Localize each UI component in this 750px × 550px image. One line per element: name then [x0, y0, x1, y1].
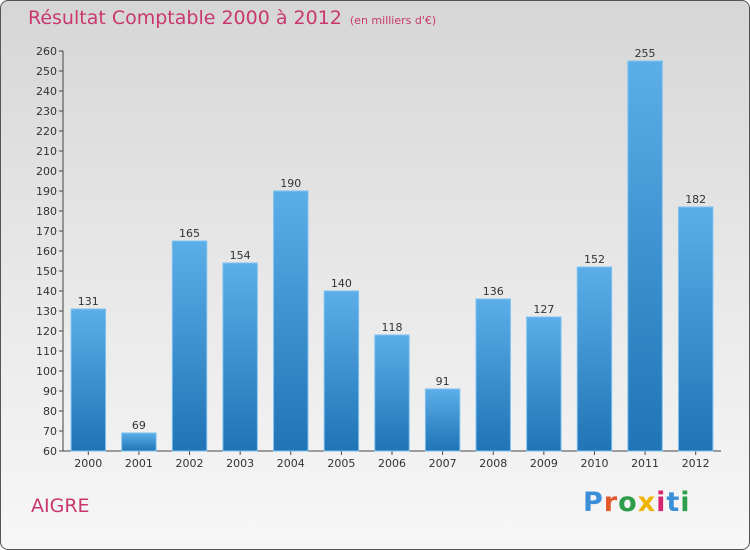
- y-tick-label: 190: [36, 185, 57, 198]
- chart-title-block: Résultat Comptable 2000 à 2012 (en millie…: [28, 7, 436, 29]
- x-tick-label-2010: 2010: [580, 457, 608, 470]
- y-tick-label: 120: [36, 325, 57, 338]
- chart-subtitle: (en milliers d'€): [349, 14, 437, 27]
- x-tick-label-2002: 2002: [176, 457, 204, 470]
- y-tick-label: 80: [43, 405, 57, 418]
- y-tick-label: 170: [36, 225, 57, 238]
- y-tick-label: 130: [36, 305, 57, 318]
- y-tick-label: 220: [36, 125, 57, 138]
- logo-letter: r: [603, 487, 619, 518]
- x-tick-label-2006: 2006: [378, 457, 406, 470]
- value-label-2012: 182: [685, 193, 706, 206]
- bar-2001: [121, 432, 157, 452]
- value-label-2004: 190: [280, 177, 301, 190]
- y-tick-label: 160: [36, 245, 57, 258]
- value-label-2009: 127: [533, 303, 554, 316]
- bar-2012: [677, 206, 714, 452]
- bar-2005: [323, 290, 360, 452]
- y-tick-label: 180: [36, 205, 57, 218]
- x-tick-label-2007: 2007: [429, 457, 457, 470]
- bar-2009: [526, 316, 562, 452]
- bar-2008: [475, 298, 511, 452]
- y-tick-label: 210: [36, 145, 57, 158]
- y-tick-label: 200: [36, 165, 57, 178]
- y-tick-label: 70: [43, 425, 57, 438]
- chart-title: Résultat Comptable 2000 à 2012: [28, 7, 342, 29]
- proxiti-logo: Proxiti: [583, 487, 691, 518]
- y-tick-label: 110: [36, 345, 57, 358]
- y-tick-label: 250: [36, 65, 57, 78]
- x-tick-label-2000: 2000: [74, 457, 102, 470]
- x-tick-label-2008: 2008: [479, 457, 507, 470]
- logo-letter: t: [666, 487, 681, 518]
- value-label-2011: 255: [635, 47, 656, 60]
- bar-2004: [273, 190, 309, 452]
- y-tick-label: 90: [43, 385, 57, 398]
- logo-letter: i: [656, 487, 667, 518]
- x-tick-label-2005: 2005: [327, 457, 355, 470]
- value-label-2001: 69: [132, 419, 146, 432]
- logo-letter: P: [583, 487, 604, 518]
- value-label-2000: 131: [78, 295, 99, 308]
- y-tick-label: 60: [43, 445, 57, 458]
- value-label-2003: 154: [230, 249, 251, 262]
- bar-2002: [171, 240, 208, 452]
- y-tick-label: 260: [36, 45, 57, 58]
- labels: 131 2000 69 2001 165 2002 154 2003 190 2004 140 200…: [74, 47, 709, 470]
- logo-letter: x: [637, 487, 657, 518]
- logo-letter: i: [680, 487, 691, 518]
- bar-2011: [627, 60, 663, 452]
- bar-2003: [222, 262, 258, 452]
- logo-letter: o: [618, 487, 638, 518]
- commune-name: AIGRE: [31, 495, 90, 517]
- x-tick-label-2011: 2011: [631, 457, 659, 470]
- x-tick-label-2001: 2001: [125, 457, 153, 470]
- value-label-2005: 140: [331, 277, 352, 290]
- value-label-2006: 118: [382, 321, 403, 334]
- bars: [70, 60, 714, 452]
- bar-2010: [576, 266, 613, 452]
- x-tick-label-2004: 2004: [277, 457, 305, 470]
- bar-2006: [374, 334, 410, 452]
- value-label-2010: 152: [584, 253, 605, 266]
- y-tick-label: 150: [36, 265, 57, 278]
- y-tick-label: 140: [36, 285, 57, 298]
- value-label-2007: 91: [436, 375, 450, 388]
- y-tick-label: 100: [36, 365, 57, 378]
- x-tick-label-2003: 2003: [226, 457, 254, 470]
- value-label-2008: 136: [483, 285, 504, 298]
- bar-2007: [424, 388, 461, 452]
- y-tick-label: 230: [36, 105, 57, 118]
- x-tick-label-2009: 2009: [530, 457, 558, 470]
- x-tick-label-2012: 2012: [682, 457, 710, 470]
- y-tick-label: 240: [36, 85, 57, 98]
- bar-2000: [70, 308, 107, 452]
- value-label-2002: 165: [179, 227, 200, 240]
